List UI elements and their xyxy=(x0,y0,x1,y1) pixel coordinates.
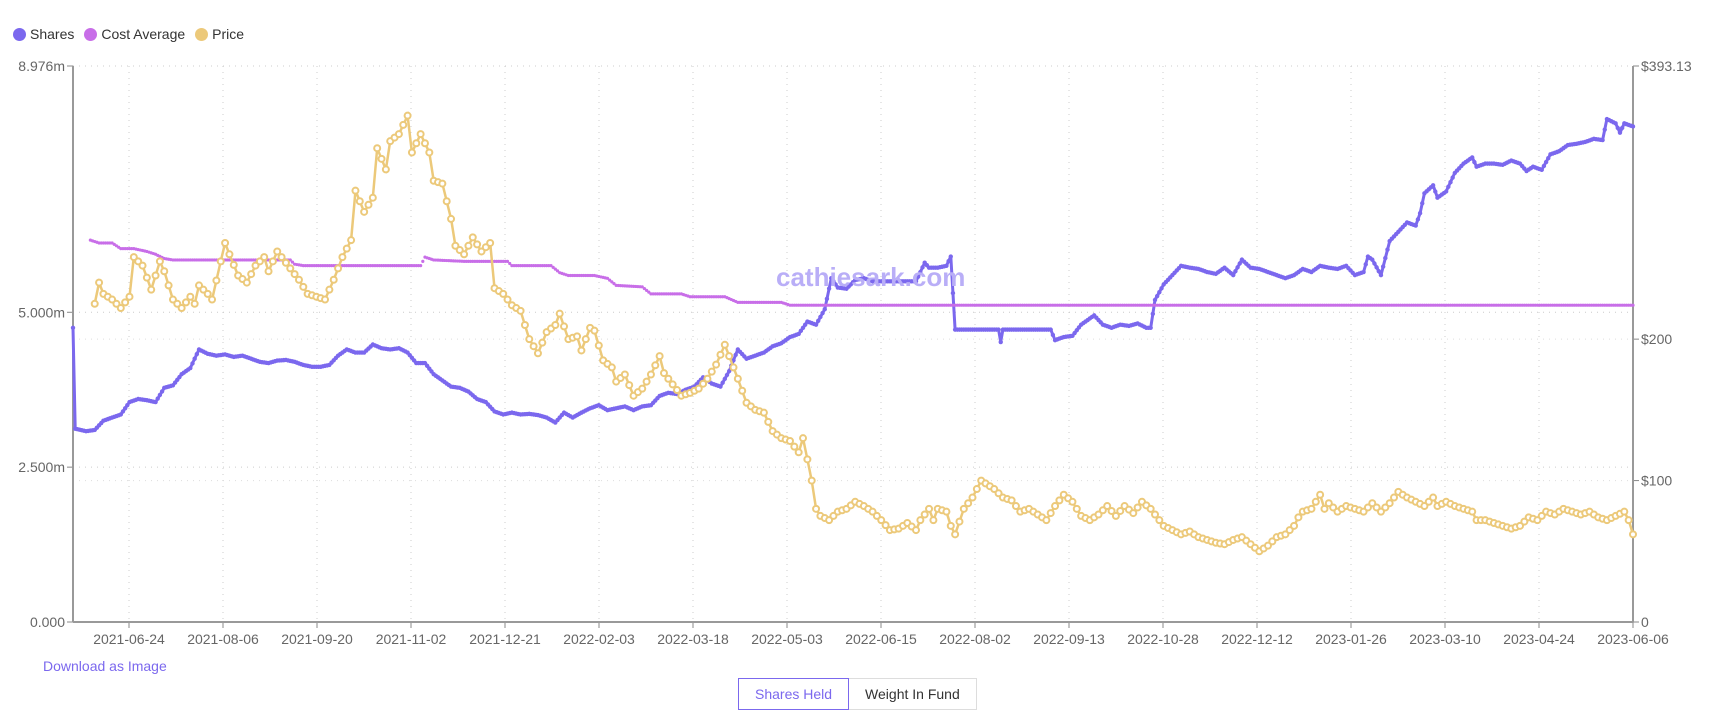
x-tick-label: 2023-01-26 xyxy=(1315,631,1387,647)
view-toggle: Shares Held Weight In Fund xyxy=(738,678,977,710)
x-tick-label: 2021-11-02 xyxy=(376,631,447,647)
chart-legend: Shares Cost Average Price xyxy=(13,26,244,42)
right-tick-label: $393.13 xyxy=(1641,58,1692,74)
x-tick-label: 2023-06-06 xyxy=(1597,631,1669,647)
legend-item-price[interactable]: Price xyxy=(195,26,244,42)
x-tick-label: 2022-03-18 xyxy=(657,631,729,647)
x-tick-label: 2022-08-02 xyxy=(939,631,1011,647)
shares-dot-icon xyxy=(13,27,26,41)
right-tick-label: $100 xyxy=(1641,473,1672,489)
series-shares xyxy=(70,116,1636,434)
x-tick-label: 2022-02-03 xyxy=(563,631,635,647)
left-tick-label: 2.500m xyxy=(18,459,65,475)
left-tick-label: 0.000 xyxy=(30,614,65,630)
right-tick-label: $200 xyxy=(1641,331,1672,347)
x-tick-label: 2021-09-20 xyxy=(281,631,353,647)
x-tick-label: 2022-05-03 xyxy=(751,631,823,647)
x-tick-label: 2023-04-24 xyxy=(1503,631,1575,647)
weight-in-fund-button[interactable]: Weight In Fund xyxy=(849,678,977,710)
download-as-image-link[interactable]: Download as Image xyxy=(43,658,167,674)
grid-lines xyxy=(73,65,1633,622)
chart-axes: 2021-06-24 2021-08-06 2021-09-20 2021-11-02… xyxy=(18,58,1692,647)
legend-item-shares[interactable]: Shares xyxy=(13,26,74,42)
x-tick-label: 2022-06-15 xyxy=(845,631,917,647)
x-tick-label: 2021-12-21 xyxy=(469,631,541,647)
x-tick-label: 2023-03-10 xyxy=(1409,631,1481,647)
legend-label-shares: Shares xyxy=(30,26,75,42)
x-tick-label: 2022-09-13 xyxy=(1033,631,1105,647)
shares-held-button[interactable]: Shares Held xyxy=(738,678,850,710)
legend-label-price: Price xyxy=(212,26,245,42)
chart-series xyxy=(70,111,1637,556)
cost-average-dot-icon xyxy=(84,27,98,41)
price-dot-icon xyxy=(195,27,209,41)
watermark: cathiesark.com xyxy=(776,262,965,292)
x-tick-label: 2022-12-12 xyxy=(1221,631,1293,647)
x-tick-label: 2021-06-24 xyxy=(93,631,165,647)
right-tick-label: 0 xyxy=(1641,614,1649,630)
legend-item-cost-average[interactable]: Cost Average xyxy=(84,26,185,42)
left-tick-label: 5.000m xyxy=(18,304,65,320)
x-tick-label: 2022-10-28 xyxy=(1127,631,1199,647)
left-tick-label: 8.976m xyxy=(18,58,65,74)
legend-label-cost-average: Cost Average xyxy=(101,26,186,42)
x-tick-label: 2021-08-06 xyxy=(187,631,259,647)
chart-canvas: 2021-06-24 2021-08-06 2021-09-20 2021-11-02… xyxy=(18,58,1692,647)
series-price xyxy=(90,111,1637,556)
